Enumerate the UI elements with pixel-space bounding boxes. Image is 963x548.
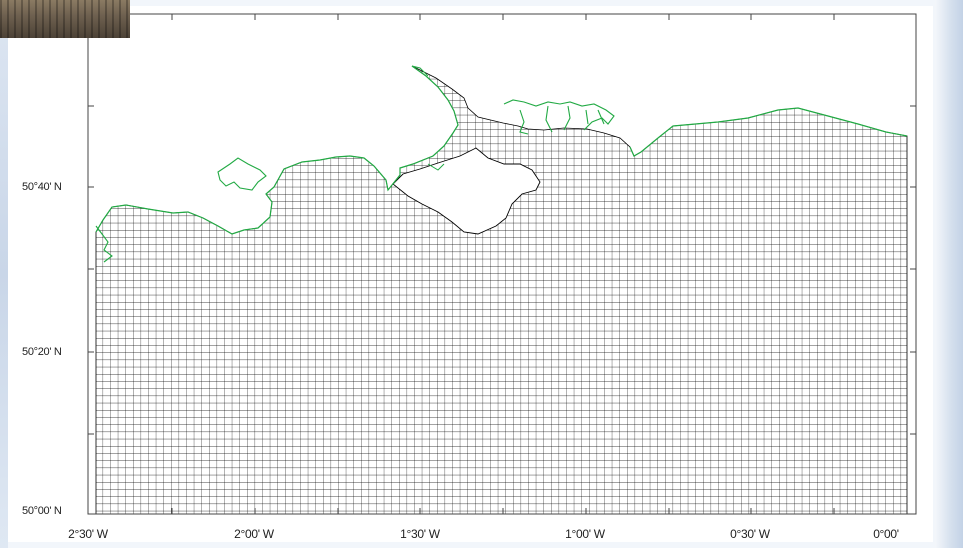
lon-ticks [87,14,835,514]
lon-label-1-30-w: 1°30' W [400,527,440,541]
lon-label-2-30-w: 2°30' W [68,527,108,541]
lat-label-50-40: 50°40' N [22,181,62,193]
coastline-harbours [503,99,615,135]
coastline-solent-spit [411,65,445,171]
coastline-west-inlet [95,225,113,263]
lon-label-2-00-w: 2°00' W [234,527,274,541]
lon-label-0-00: 0°00' [873,527,899,541]
photo-thumbnail [0,0,130,38]
coastline-poole [217,157,267,191]
isle-of-wight-land [392,147,541,235]
map-panel: 50°40' N 50°20' N 50°00' N 2°30' W 2°00'… [8,6,933,542]
background-strip-right [935,0,963,548]
map-plot [87,13,917,515]
lat-label-50-20: 50°20' N [22,346,62,358]
lon-label-1-00-w: 1°00' W [565,527,605,541]
lat-ticks [88,105,916,435]
plot-frame [87,13,917,515]
ocean-grid-mesh [95,65,908,515]
background-strip-left [0,0,8,548]
coastline-mainland [95,65,459,235]
lon-label-0-30-w: 0°30' W [730,527,770,541]
coastline-east [629,107,908,157]
lat-label-50-00: 50°00' N [22,505,62,517]
